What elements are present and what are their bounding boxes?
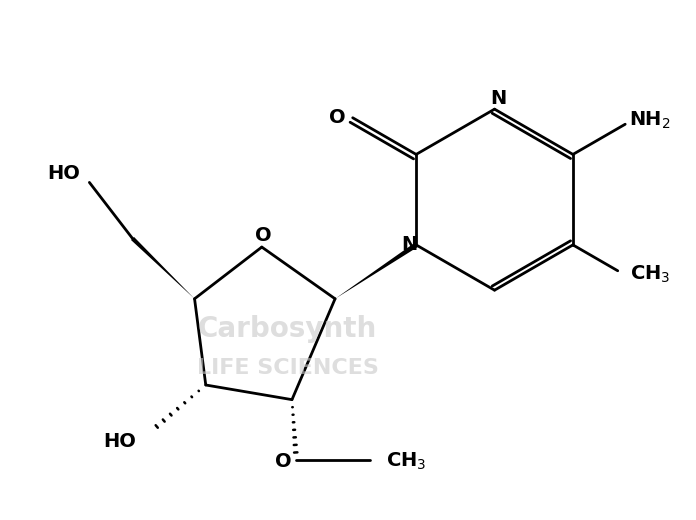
- Polygon shape: [335, 243, 418, 299]
- Text: CH$_3$: CH$_3$: [631, 264, 671, 285]
- Text: Carbosynth: Carbosynth: [198, 315, 377, 343]
- Text: O: O: [329, 108, 345, 127]
- Text: CH$_3$: CH$_3$: [386, 451, 426, 472]
- Text: HO: HO: [103, 432, 136, 450]
- Text: N: N: [490, 89, 506, 108]
- Text: HO: HO: [47, 164, 80, 183]
- Text: NH$_2$: NH$_2$: [628, 110, 670, 132]
- Polygon shape: [131, 237, 195, 299]
- Text: O: O: [275, 452, 292, 471]
- Text: N: N: [401, 236, 418, 254]
- Text: O: O: [255, 226, 272, 245]
- Text: LIFE SCIENCES: LIFE SCIENCES: [197, 358, 379, 378]
